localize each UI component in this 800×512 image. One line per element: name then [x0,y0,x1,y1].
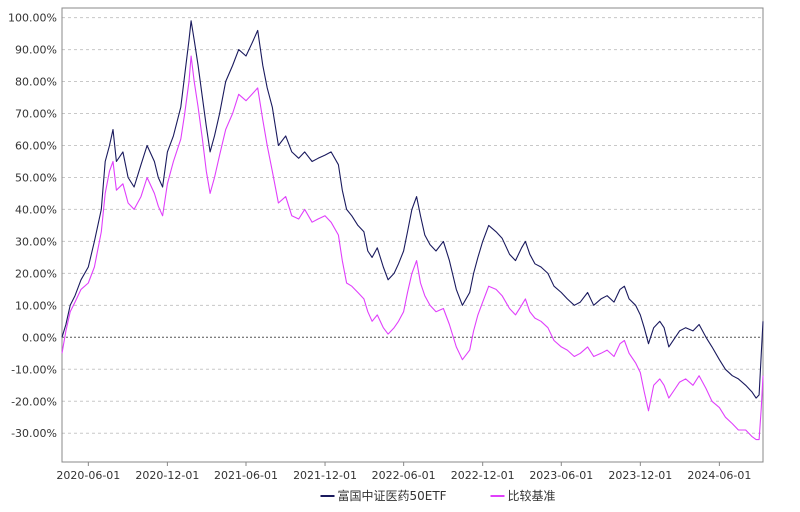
y-tick-label: 30.00% [15,235,57,248]
x-tick-label: 2023-12-01 [608,469,672,482]
y-tick-label: 80.00% [15,76,57,89]
y-tick-label: -10.00% [11,363,57,376]
x-tick-label: 2020-06-01 [56,469,120,482]
x-tick-label: 2024-06-01 [687,469,751,482]
x-tick-label: 2020-12-01 [135,469,199,482]
x-tick-label: 2022-06-01 [372,469,436,482]
x-tick-label: 2022-12-01 [451,469,515,482]
y-tick-label: -30.00% [11,427,57,440]
y-tick-label: 10.00% [15,299,57,312]
series-lines [61,20,764,441]
y-tick-label: 90.00% [15,44,57,57]
grid-lines [62,17,763,434]
x-axis-ticks: 2020-06-01 2020-12-01 2021-06-01 2021-12-01… [56,462,751,482]
y-tick-label: 100.00% [8,12,57,25]
x-tick-label: 2023-06-01 [529,469,593,482]
y-tick-label: 40.00% [15,203,57,216]
y-tick-label: -20.00% [11,395,57,408]
legend-label: 比较基准 [508,488,556,503]
x-tick-label: 2021-06-01 [214,469,278,482]
legend: 富国中证医药50ETF 比较基准 [320,488,556,503]
x-tick-label: 2021-12-01 [293,469,357,482]
y-axis-ticks: 100.00% 90.00% 80.00% 70.00% 60.00% 50.00% 40.… [8,12,57,441]
y-tick-label: 20.00% [15,267,57,280]
plot-border [61,7,764,463]
series-line-fund [61,20,764,399]
y-tick-label: 0.00% [22,331,57,344]
plot-frame [61,7,764,463]
series-line-benchmark [61,55,764,441]
y-tick-label: 50.00% [15,171,57,184]
y-tick-label: 60.00% [15,139,57,152]
legend-label: 富国中证医药50ETF [338,488,447,503]
y-tick-label: 70.00% [15,108,57,121]
